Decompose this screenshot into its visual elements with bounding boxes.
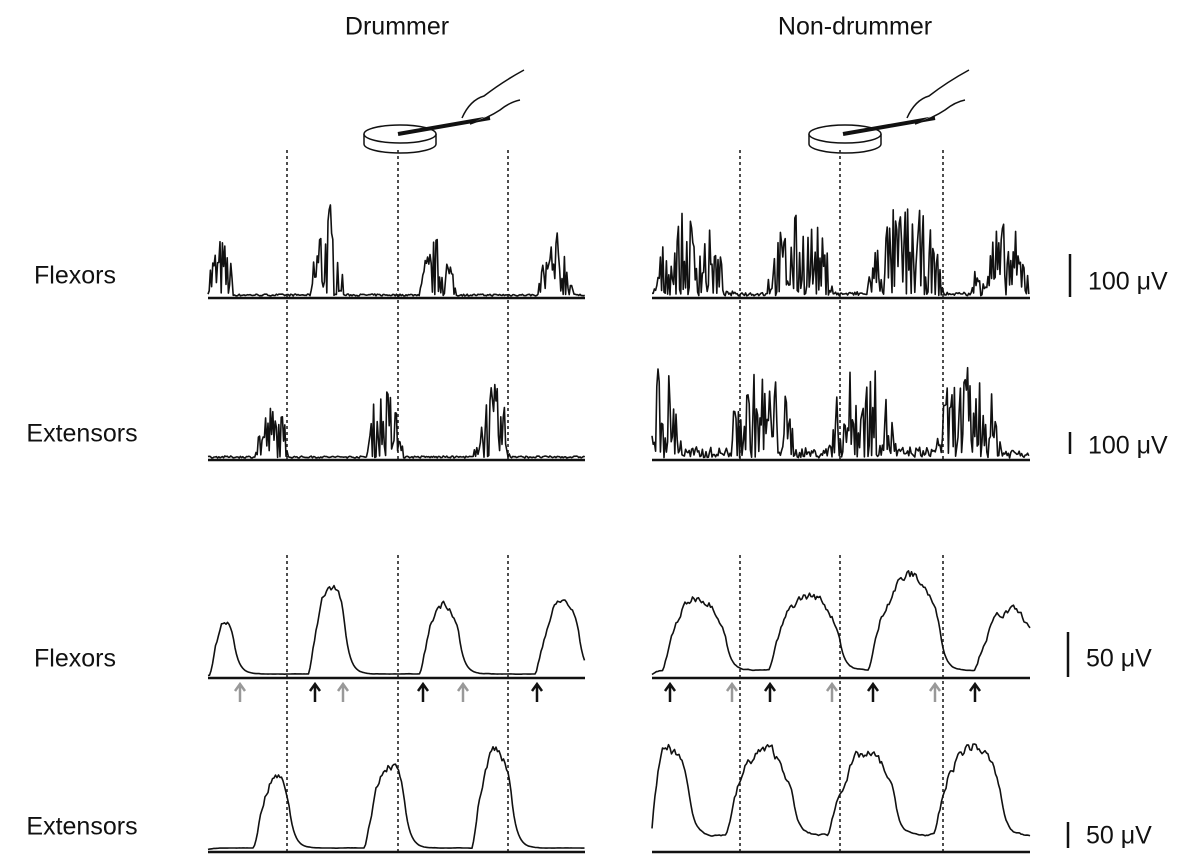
arrow (928, 681, 942, 702)
scale-label: 100 μV (1088, 432, 1168, 460)
arrow (530, 681, 544, 702)
row-label: Flexors (34, 262, 116, 290)
scale-label: 50 μV (1086, 822, 1152, 850)
emg-trace (651, 366, 1030, 459)
arrow (968, 681, 982, 702)
arrow (866, 681, 880, 702)
arrow (336, 681, 350, 702)
drum-icon (363, 69, 970, 154)
emg-trace (207, 746, 585, 851)
arrow (416, 681, 430, 702)
emg-trace (651, 570, 1031, 676)
row-label: Flexors (34, 645, 116, 673)
column-title: Drummer (345, 13, 449, 41)
emg-trace (207, 584, 586, 677)
arrow (763, 681, 777, 702)
arrow (663, 681, 677, 702)
scale-label: 100 μV (1088, 268, 1168, 296)
row-label: Extensors (26, 813, 137, 841)
row-label: Extensors (26, 420, 137, 448)
emg-trace (207, 204, 585, 297)
arrow (456, 681, 470, 702)
column-title: Non-drummer (778, 13, 932, 41)
arrow (308, 681, 322, 702)
emg-trace (652, 208, 1030, 297)
emg-trace (207, 383, 586, 459)
emg-trace (651, 743, 1031, 837)
arrow (233, 681, 247, 702)
scale-label: 50 μV (1086, 645, 1152, 673)
arrow (725, 681, 739, 702)
arrow (825, 681, 839, 702)
